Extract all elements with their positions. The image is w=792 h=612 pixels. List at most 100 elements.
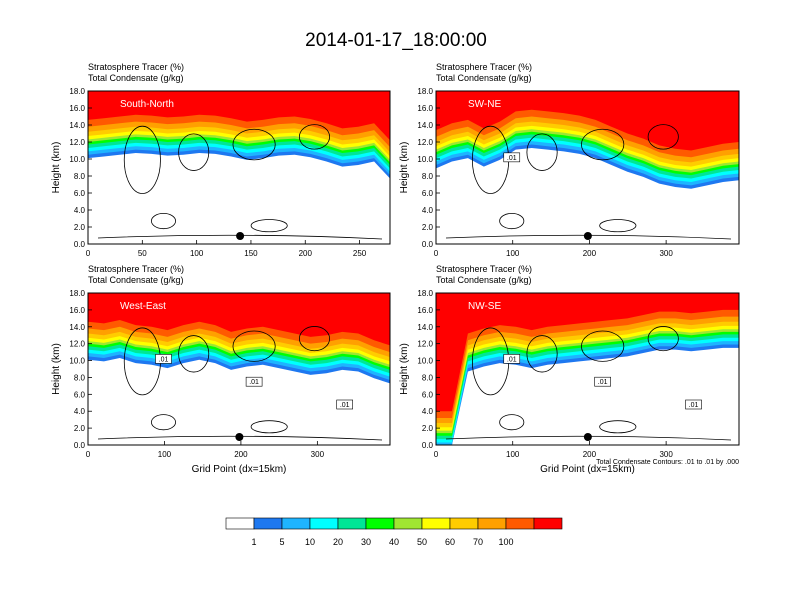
y-tick-label: 16.0 <box>69 104 85 113</box>
tracer-band <box>436 293 739 412</box>
y-tick-label: 10.0 <box>69 155 85 164</box>
x-tick-label: 200 <box>234 450 248 459</box>
panel-west-east: .01 .01 .01 West-East 0.0 2.0 4.0 6.0 8.0 10.0 12.… <box>51 264 391 475</box>
y-tick-label: 16.0 <box>417 104 433 113</box>
plot-frame <box>435 292 740 446</box>
contour-label: .01 <box>598 379 608 386</box>
section-label: NW-SE <box>468 301 501 312</box>
contour-label: .01 <box>249 379 259 386</box>
x-tick-label: 0 <box>86 249 91 258</box>
panel-title-condensate: Total Condensate (g/kg) <box>436 275 532 285</box>
condensate-contour <box>298 124 330 150</box>
contour-label: .01 <box>159 356 169 363</box>
panel-title-tracer: Stratosphere Tracer (%) <box>88 264 184 274</box>
condensate-contour <box>232 330 276 362</box>
location-marker <box>236 232 245 240</box>
plot-area: .01 <box>436 91 739 244</box>
x-tick-label: 200 <box>583 450 597 459</box>
condensate-contour <box>232 128 276 161</box>
y-tick-label: 10.0 <box>417 155 433 164</box>
y-axis-label: Height (km) <box>51 142 62 194</box>
y-tick-label: 16.0 <box>417 306 433 315</box>
y-tick-label: 12.0 <box>69 138 85 147</box>
condensate-contour <box>599 420 637 434</box>
y-tick-label: 8.0 <box>74 373 86 382</box>
panel-sw-ne: .01 SW-NE 0.0 2.0 4.0 6.0 8.0 10.0 12.0 14.0 16.0 1… <box>399 62 740 258</box>
y-tick-label: 14.0 <box>417 323 433 332</box>
contour-footnote: Total Condensate Contours: .01 to .01 by… <box>596 459 739 466</box>
colorbar-swatch <box>421 517 451 530</box>
colorbar-label: 10 <box>305 537 315 547</box>
plot-frame <box>87 292 391 446</box>
y-tick-label: 6.0 <box>74 390 86 399</box>
x-tick-label: 100 <box>506 249 520 258</box>
y-tick-label: 0.0 <box>422 240 434 249</box>
colorbar-label: 50 <box>417 537 427 547</box>
contour-label: .01 <box>507 356 517 363</box>
colorbar-swatch <box>365 517 395 530</box>
contour-label: .01 <box>689 402 699 409</box>
condensate-contour <box>526 133 558 171</box>
x-axis-label: Grid Point (dx=15km) <box>192 464 287 475</box>
tracer-band <box>436 91 739 134</box>
x-tick-label: 100 <box>506 450 520 459</box>
tracer-band <box>88 293 390 329</box>
location-marker <box>583 232 592 240</box>
colorbar-swatch <box>309 517 339 530</box>
plot-frame <box>87 90 391 245</box>
y-tick-label: 2.0 <box>422 424 434 433</box>
y-axis-label: Height (km) <box>399 142 410 194</box>
y-tick-label: 4.0 <box>422 407 434 416</box>
x-tick-label: 0 <box>434 249 439 258</box>
section-label: South-North <box>120 99 174 110</box>
y-tick-label: 0.0 <box>422 441 434 450</box>
plot-frame <box>435 90 740 245</box>
panel-title-tracer: Stratosphere Tracer (%) <box>88 62 184 72</box>
y-tick-label: 2.0 <box>74 424 86 433</box>
colorbar-label: 30 <box>361 537 371 547</box>
y-tick-label: 8.0 <box>422 172 434 181</box>
contour-label-box <box>503 354 521 364</box>
condensate-contour <box>581 128 625 161</box>
x-axis-label: Grid Point (dx=15km) <box>540 464 635 475</box>
colorbar-swatch <box>477 517 507 530</box>
x-tick-label: 0 <box>86 450 91 459</box>
tracer-band <box>88 91 390 141</box>
colorbar-swatch <box>449 517 479 530</box>
panel-title-tracer: Stratosphere Tracer (%) <box>436 264 532 274</box>
colorbar-label: 60 <box>445 537 455 547</box>
y-tick-label: 2.0 <box>422 223 434 232</box>
condensate-contour <box>250 420 288 434</box>
y-tick-label: 12.0 <box>417 340 433 349</box>
colorbar-swatch <box>505 517 535 530</box>
colorbar-swatch <box>281 517 311 530</box>
y-axis-label: Height (km) <box>399 343 410 395</box>
panel-title-condensate: Total Condensate (g/kg) <box>436 73 532 83</box>
x-tick-label: 50 <box>138 249 147 258</box>
contour-label-box <box>594 376 611 387</box>
panel-south-north: South-North 0.0 2.0 4.0 6.0 8.0 10.0 12.0 14.0 16… <box>51 62 391 258</box>
y-tick-label: 4.0 <box>74 206 86 215</box>
condensate-contour <box>298 326 330 352</box>
y-tick-label: 4.0 <box>74 407 86 416</box>
y-tick-label: 4.0 <box>422 206 434 215</box>
condensate-contour <box>647 124 679 150</box>
x-tick-label: 100 <box>158 450 172 459</box>
x-tick-label: 100 <box>190 249 204 258</box>
condensate-contour <box>526 335 558 373</box>
page-title: 2014-01-17_18:00:00 <box>305 30 487 51</box>
condensate-contour <box>499 213 525 230</box>
x-tick-label: 300 <box>659 249 673 258</box>
colorbar-swatch <box>533 517 563 530</box>
plot-area: .01 .01 .01 <box>436 293 739 445</box>
colorbar-swatch <box>225 517 255 530</box>
colorbar: 1 5 10 20 30 40 50 60 70 100 <box>225 517 563 547</box>
section-label: West-East <box>120 301 166 312</box>
contour-label-box <box>503 152 521 163</box>
x-tick-label: 300 <box>311 450 325 459</box>
panel-title-condensate: Total Condensate (g/kg) <box>88 275 184 285</box>
colorbar-label: 5 <box>279 537 284 547</box>
tracer-band <box>88 91 390 124</box>
y-tick-label: 18.0 <box>417 289 433 298</box>
condensate-contour <box>151 414 176 431</box>
